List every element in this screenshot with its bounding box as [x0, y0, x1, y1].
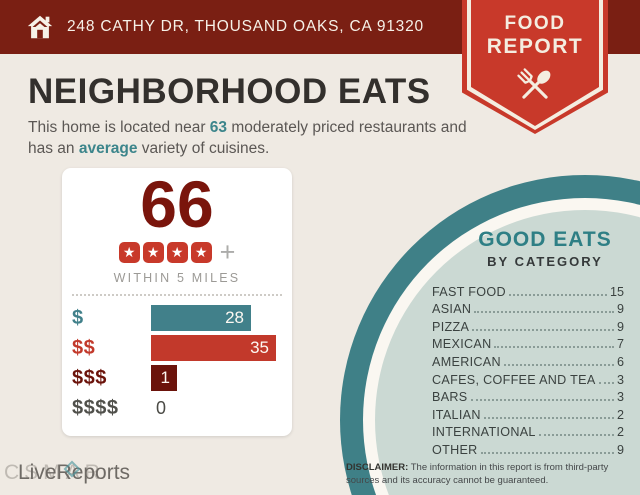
dotted-leader — [598, 381, 614, 384]
variety-highlight: average — [78, 140, 138, 157]
price-tier-row: $$$$ 0 — [72, 395, 282, 421]
mls-watermark: CSMAR — [4, 461, 105, 484]
livereports-logo: LiveReports — [18, 461, 131, 484]
category-value: 3 — [616, 390, 624, 405]
category-label: AMERICAN — [432, 354, 501, 369]
dotted-leader — [538, 434, 614, 437]
category-row: BARS 3 — [432, 387, 624, 405]
star-badge-icon: ★ — [118, 242, 140, 263]
dotted-leader — [483, 416, 614, 419]
intro-text: This home is located near 63 moderately … — [28, 117, 476, 159]
disclaimer-label: DISCLAIMER: — [346, 462, 409, 473]
price-tier-label: $ — [72, 306, 84, 329]
restaurant-score-card: 66 ★ ★ ★ ★ + WITHIN 5 MILES $28 $$ 35 $$$ 1 $$$$ 0 — [62, 168, 292, 436]
category-label: PIZZA — [432, 319, 470, 334]
restaurant-count: 63 — [209, 119, 228, 136]
page-title: NEIGHBORHOOD EATS — [28, 72, 431, 111]
category-label: MEXICAN — [432, 337, 492, 352]
category-row: PIZZA 9 — [432, 316, 624, 334]
star-badge-icon: ★ — [190, 242, 212, 263]
category-label: INTERNATIONAL — [432, 425, 536, 440]
category-row: FAST FOOD 15 — [432, 281, 624, 299]
badge-title-line2: REPORT — [486, 35, 584, 58]
dotted-leader — [470, 399, 614, 402]
good-eats-heading: GOOD EATS BY CATEGORY — [450, 228, 640, 269]
category-value: 9 — [616, 319, 624, 334]
category-label: BARS — [432, 390, 468, 405]
category-row: CAFES, COFFEE AND TEA 3 — [432, 369, 624, 387]
bar-track: 1 — [151, 365, 282, 391]
price-tier-label: $$$$ — [72, 396, 119, 419]
intro-after: variety of cuisines. — [137, 140, 270, 157]
star-badge-icon: ★ — [142, 242, 164, 263]
category-row: AMERICAN 6 — [432, 351, 624, 369]
category-row: INTERNATIONAL 2 — [432, 422, 624, 440]
star-rating: ★ ★ ★ ★ + — [62, 237, 292, 267]
bar-track: 35 — [151, 335, 282, 361]
category-row: ITALIAN 2 — [432, 404, 624, 422]
bar-value: 1 — [160, 368, 170, 387]
category-value: 15 — [609, 284, 624, 299]
dotted-leader — [480, 451, 614, 454]
bar: 28 — [151, 305, 251, 331]
category-label: OTHER — [432, 442, 478, 457]
category-label: FAST FOOD — [432, 284, 506, 299]
dotted-leader — [503, 363, 614, 366]
category-value: 9 — [616, 442, 624, 457]
category-value: 6 — [616, 354, 624, 369]
bar: 1 — [151, 365, 177, 391]
good-eats-title: GOOD EATS — [478, 228, 612, 251]
bar-value-zero: 0 — [156, 398, 167, 418]
dotted-leader — [494, 346, 614, 349]
category-value: 2 — [616, 425, 624, 440]
badge-title-line1: FOOD — [504, 13, 566, 34]
food-report-badge: FOOD REPORT — [462, 0, 608, 134]
price-tier-row: $$ 35 — [72, 335, 282, 361]
price-tier-label: $$$ — [72, 366, 107, 389]
price-tier-row: $28 — [72, 305, 282, 331]
category-row: OTHER 9 — [432, 439, 624, 457]
price-tier-row: $$$ 1 — [72, 365, 282, 391]
badge-content: FOOD REPORT — [462, 0, 608, 134]
category-value: 9 — [616, 302, 624, 317]
bar-track: 28 — [151, 305, 282, 331]
bar-value: 35 — [250, 338, 269, 357]
category-label: CAFES, COFFEE AND TEA — [432, 372, 596, 387]
category-value: 7 — [616, 337, 624, 352]
crossed-spoon-fork-icon — [517, 68, 551, 99]
category-row: MEXICAN 7 — [432, 334, 624, 352]
card-divider — [72, 294, 282, 296]
category-list: FAST FOOD 15 ASIAN 9 PIZZA 9 MEXICAN 7 AMERICAN 6… — [432, 281, 624, 457]
dotted-leader — [508, 293, 607, 296]
bar-track: 0 — [151, 395, 282, 421]
category-label: ITALIAN — [432, 407, 481, 422]
bar-value: 28 — [225, 308, 244, 327]
radius-label: WITHIN 5 MILES — [113, 271, 241, 285]
plus-sign: + — [219, 237, 236, 267]
category-row: ASIAN 9 — [432, 299, 624, 317]
good-eats-subtitle: BY CATEGORY — [487, 254, 603, 269]
dotted-leader — [472, 328, 614, 331]
footer-logo-area: CSMAR LiveReports — [4, 459, 224, 487]
disclaimer-body: The information in this report is from t… — [346, 462, 609, 486]
star-badge-icon: ★ — [166, 242, 188, 263]
dotted-leader — [474, 311, 614, 314]
category-label: ASIAN — [432, 302, 472, 317]
bar: 35 — [151, 335, 276, 361]
house-icon — [27, 15, 53, 39]
price-tier-chart: $28 $$ 35 $$$ 1 $$$$ 0 — [72, 305, 282, 425]
intro-before: This home is located near — [28, 119, 210, 136]
intro-mid: moderately priced restaurants and has an — [28, 119, 467, 157]
category-value: 3 — [616, 372, 624, 387]
disclaimer-text: DISCLAIMER: The information in this repo… — [346, 461, 632, 487]
property-address: 248 CATHY DR, THOUSAND OAKS, CA 91320 — [67, 18, 424, 35]
restaurant-score: 66 — [140, 167, 214, 241]
category-value: 2 — [616, 407, 624, 422]
price-tier-label: $$ — [72, 336, 96, 359]
